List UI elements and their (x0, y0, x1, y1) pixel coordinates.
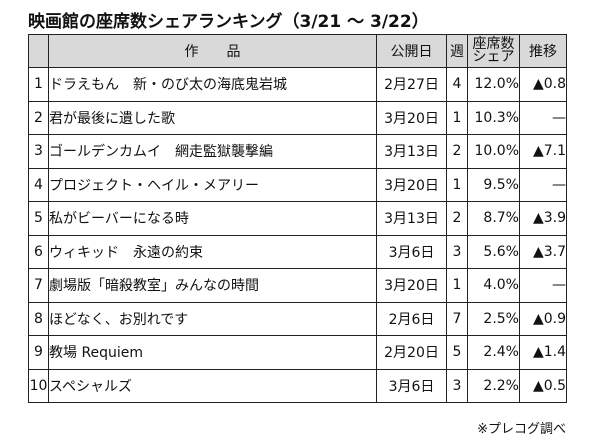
title-cell: プロジェクト・ヘイル・メアリー (48, 167, 377, 202)
rank-cell: 5 (28, 201, 49, 236)
release-cell: 3月6日 (376, 368, 447, 403)
header-share-line1: 座席数 (472, 36, 515, 52)
week-cell: 1 (446, 167, 468, 202)
week-cell: 2 (446, 201, 468, 236)
title-cell: ドラえもん 新・のび太の海底鬼岩城 (48, 67, 377, 102)
rank-cell: 10 (28, 368, 49, 403)
share-cell: 2.2% (467, 368, 520, 403)
share-cell: 2.4% (467, 335, 520, 370)
header-release: 公開日 (376, 34, 447, 68)
rank-cell: 2 (28, 100, 49, 135)
week-cell: 4 (446, 67, 468, 102)
table-row: 1 ドラえもん 新・のび太の海底鬼岩城 2月27日 4 12.0% ▲0.8 (28, 67, 567, 102)
week-cell: 1 (446, 100, 468, 135)
title-cell: 私がビーバーになる時 (48, 201, 377, 236)
rank-cell: 6 (28, 234, 49, 269)
release-cell: 3月20日 (376, 167, 447, 202)
week-cell: 1 (446, 268, 468, 303)
week-cell: 7 (446, 301, 468, 336)
table-row: 6 ウィキッド 永遠の約束 3月6日 3 5.6% ▲3.7 (28, 234, 567, 269)
share-cell: 12.0% (467, 67, 520, 102)
page-title: 映画館の座席数シェアランキング（3/21 〜 3/22） (28, 12, 429, 32)
release-cell: 3月20日 (376, 268, 447, 303)
title-cell: 君が最後に遺した歌 (48, 100, 377, 135)
rank-cell: 3 (28, 134, 49, 169)
table-row: 9 教場 Requiem 2月20日 5 2.4% ▲1.4 (28, 335, 567, 370)
table-row: 8 ほどなく、お別れです 2月6日 7 2.5% ▲0.9 (28, 301, 567, 336)
header-trend: 推移 (519, 34, 567, 68)
release-cell: 2月27日 (376, 67, 447, 102)
title-cell: ゴールデンカムイ 網走監獄襲撃編 (48, 134, 377, 169)
trend-cell: ▲0.8 (519, 67, 567, 102)
trend-cell: ▲0.9 (519, 301, 567, 336)
rank-cell: 8 (28, 301, 49, 336)
release-cell: 2月6日 (376, 301, 447, 336)
title-cell: ウィキッド 永遠の約束 (48, 234, 377, 269)
table-row: 3 ゴールデンカムイ 網走監獄襲撃編 3月13日 2 10.0% ▲7.1 (28, 134, 567, 169)
header-share-line2: シェア (472, 49, 515, 65)
trend-cell: — (519, 268, 567, 303)
share-cell: 10.0% (467, 134, 520, 169)
share-cell: 9.5% (467, 167, 520, 202)
table-row: 5 私がビーバーになる時 3月13日 2 8.7% ▲3.9 (28, 201, 567, 236)
trend-cell: ▲7.1 (519, 134, 567, 169)
trend-cell: — (519, 100, 567, 135)
trend-cell: ▲3.7 (519, 234, 567, 269)
table-header-row: 作品 公開日 週 座席数 シェア 推移 (28, 34, 567, 68)
rank-cell: 4 (28, 167, 49, 202)
table-row: 4 プロジェクト・ヘイル・メアリー 3月20日 1 9.5% — (28, 167, 567, 202)
trend-cell: ▲0.5 (519, 368, 567, 403)
week-cell: 5 (446, 335, 468, 370)
table-row: 7 劇場版「暗殺教室」みんなの時間 3月20日 1 4.0% — (28, 268, 567, 303)
week-cell: 3 (446, 368, 468, 403)
rank-cell: 9 (28, 335, 49, 370)
share-cell: 8.7% (467, 201, 520, 236)
title-cell: 教場 Requiem (48, 335, 377, 370)
share-cell: 5.6% (467, 234, 520, 269)
trend-cell: — (519, 167, 567, 202)
release-cell: 3月20日 (376, 100, 447, 135)
week-cell: 2 (446, 134, 468, 169)
release-cell: 2月20日 (376, 335, 447, 370)
share-cell: 2.5% (467, 301, 520, 336)
rank-cell: 1 (28, 67, 49, 102)
trend-cell: ▲1.4 (519, 335, 567, 370)
release-cell: 3月13日 (376, 201, 447, 236)
trend-cell: ▲3.9 (519, 201, 567, 236)
title-cell: 劇場版「暗殺教室」みんなの時間 (48, 268, 377, 303)
release-cell: 3月6日 (376, 234, 447, 269)
release-cell: 3月13日 (376, 134, 447, 169)
rank-cell: 7 (28, 268, 49, 303)
header-rank (28, 34, 49, 68)
header-share: 座席数 シェア (467, 34, 520, 68)
week-cell: 3 (446, 234, 468, 269)
title-cell: スペシャルズ (48, 368, 377, 403)
share-cell: 4.0% (467, 268, 520, 303)
share-cell: 10.3% (467, 100, 520, 135)
table-row: 10 スペシャルズ 3月6日 3 2.2% ▲0.5 (28, 368, 567, 403)
title-cell: ほどなく、お別れです (48, 301, 377, 336)
ranking-table: 作品 公開日 週 座席数 シェア 推移 1 ドラえもん 新・のび太の海底鬼岩城 2… (28, 34, 567, 403)
header-week: 週 (446, 34, 468, 68)
source-note: ※プレコグ調べ (477, 422, 566, 437)
header-title: 作品 (48, 34, 377, 68)
table-row: 2 君が最後に遺した歌 3月20日 1 10.3% — (28, 100, 567, 135)
